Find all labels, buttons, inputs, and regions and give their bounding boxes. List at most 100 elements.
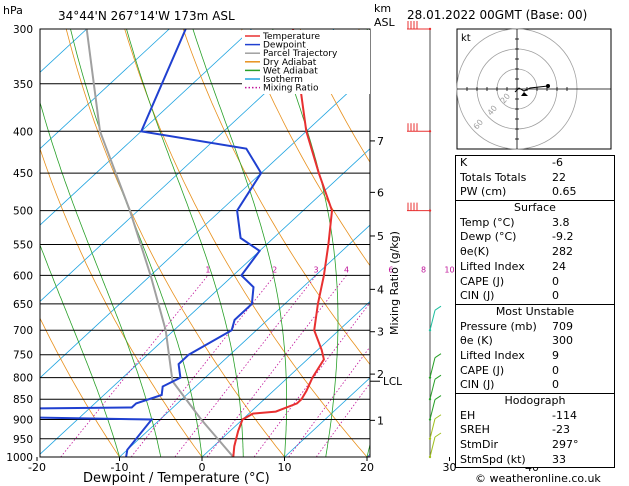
most-unstable-title: Most Unstable [495,304,575,318]
hodograph-row: EH -114 [456,409,614,424]
mixing-ratio-label: 4 [344,265,349,274]
pressure-tick-label: 1000 [6,452,33,464]
pressure-tick-label: 750 [13,350,33,362]
surface-value: 282 [552,245,573,259]
most-unstable-row: Lifted Index 9 [456,349,614,364]
hodograph-point [546,84,550,88]
most-unstable-row: Pressure (mb) 709 [456,320,614,335]
legend-entry: Temperature [262,32,320,42]
hodograph-value: -23 [552,423,570,437]
mixing-ratio-line [288,346,370,457]
isotherm-line [119,224,370,457]
hodograph-row: SREH -23 [456,423,614,438]
hodograph-value: -114 [552,408,577,422]
hodograph-trace [514,85,549,93]
storm-motion-marker [521,92,528,96]
pressure-tick-label: 850 [13,394,33,406]
surface-value: 0 [552,274,559,288]
surface-value: 0 [552,289,559,303]
mixing-ratio-axis-label: Mixing Ratio (g/kg) [388,231,401,335]
wind-barb [428,305,442,332]
isotherm-line [615,29,629,457]
hodograph-row: StmSpd (kt) 33 [456,453,614,468]
lcl-label: LCL [383,376,402,388]
surface-label: CIN (J) [460,289,495,303]
pressure-tick-label: 900 [13,415,33,427]
most-unstable-value: 0 [552,378,559,392]
mixing-ratio-label: 6 [388,265,393,274]
pressure-tick-label: 950 [13,434,33,446]
surface-title: Surface [514,201,556,215]
surface-value: 3.8 [552,215,570,229]
legend-entry: Mixing Ratio [263,84,319,94]
surface-value: 24 [552,259,566,273]
legend-entry: Dewpoint [263,41,306,51]
height-unit-label: km [374,2,391,15]
pressure-tick-label: 600 [13,270,33,282]
wind-barb [428,395,442,421]
pressure-tick-label: 800 [13,373,33,385]
temperature-tick-label: 30 [443,461,457,474]
temperature-tick-label: 10 [278,461,292,474]
most-unstable-label: θe (K) [460,334,493,348]
surface-row: Lifted Index 24 [456,260,614,275]
height-tick-label: 5 [377,230,384,243]
dry-adiabat-line [299,29,370,163]
surface-label: Dewp (°C) [460,230,517,244]
index-row: PW (cm) 0.65 [456,185,614,200]
height-tick-label: 4 [377,283,384,296]
hodograph-label: EH [460,408,476,422]
height-tick-label: 3 [377,326,384,339]
mixing-ratio-line [130,275,276,457]
surface-row: Temp (°C) 3.8 [456,216,614,231]
isotherm-line [201,300,370,457]
hodograph-row: StmDir 297° [456,438,614,453]
hodograph-unit-label: kt [461,33,471,44]
pressure-unit-label: hPa [3,4,23,17]
isotherm-line [0,29,4,457]
index-value: 0.65 [552,185,577,199]
wind-barb [428,374,442,401]
height-tick-label: 6 [377,186,384,199]
isotherm-line [40,71,370,379]
mixing-ratio-line [206,275,347,457]
temperature-tick-label: 20 [360,461,374,474]
hodograph-value: 297° [552,438,579,452]
wind-barb [407,21,432,31]
index-label: K [460,156,468,169]
most-unstable-row: CAPE (J) 0 [456,364,614,379]
most-unstable-value: 300 [552,334,573,348]
most-unstable-label: Pressure (mb) [460,319,537,333]
temperature-tick-label: -20 [28,461,46,474]
surface-label: Lifted Index [460,259,525,273]
mixing-ratio-label: 8 [421,265,426,274]
mixing-ratio-line [60,275,209,457]
most-unstable-label: CIN (J) [460,378,495,392]
hodograph-label: SREH [460,423,490,437]
index-label: Totals Totals [460,170,527,184]
isotherm-line [40,29,253,226]
pressure-tick-label: 700 [13,325,33,337]
dry-adiabat-line [40,147,203,457]
wind-barb [428,353,442,379]
surface-row: θe(K) 282 [456,245,614,260]
hodograph-value: 33 [552,452,566,466]
index-row: K -6 [456,156,614,171]
isotherm-line [40,148,370,455]
surface-label: Temp (°C) [460,215,515,229]
pressure-tick-label: 300 [13,24,33,36]
legend-entry: Parcel Trajectory [263,49,338,59]
dry-adiabat-line [40,317,120,457]
wind-barb [407,202,432,212]
indices-panel: K -6 Totals Totals 22 PW (cm) 0.65 Surface Te… [455,155,615,468]
hodograph-label: StmSpd (kt) [460,452,526,466]
most-unstable-value: 9 [552,348,559,362]
location-label: 34°44'N 267°14'W 173m ASL [58,9,235,23]
surface-row: CAPE (J) 0 [456,275,614,290]
pressure-tick-label: 650 [13,299,33,311]
mixing-ratio-line [174,275,317,457]
index-label: PW (cm) [460,185,507,199]
hodograph-label: StmDir [460,438,499,452]
hodograph-title: Hodograph [504,394,566,407]
most-unstable-label: Lifted Index [460,348,525,362]
